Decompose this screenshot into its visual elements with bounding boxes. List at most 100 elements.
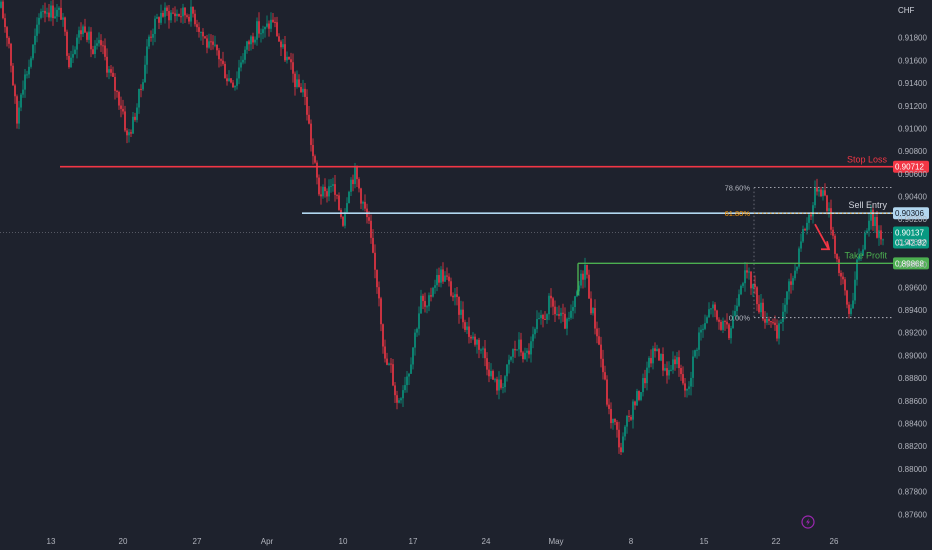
candle-body [882, 239, 884, 241]
y-tick-label: 0.89200 [898, 329, 927, 338]
candle-body [114, 76, 116, 91]
candle-body [352, 179, 354, 185]
candle-body [810, 214, 812, 217]
candle-body [184, 7, 186, 16]
candle-body [48, 12, 50, 18]
candle-body [748, 271, 750, 273]
candle-body [534, 329, 536, 335]
candle-body [20, 94, 22, 108]
candle-body [80, 30, 82, 35]
candle-body [638, 391, 640, 400]
x-tick-label: 26 [830, 537, 839, 546]
candle-body [68, 55, 70, 68]
stop-loss-label: Stop Loss [847, 155, 888, 165]
candle-body [98, 40, 100, 44]
price-axis[interactable]: 0.91800 0.91600 0.91400 0.91200 0.91000 0.908… [898, 34, 927, 520]
candle-body [328, 186, 330, 197]
candle-body [44, 10, 46, 14]
candle-body [816, 187, 818, 192]
candle-body [842, 276, 844, 280]
candle-body [250, 36, 252, 45]
x-tick-label: 13 [47, 537, 56, 546]
candle-body [836, 253, 838, 260]
candle-body [818, 189, 820, 192]
candle-body [228, 78, 230, 82]
candle-body [660, 353, 662, 361]
candle-body [716, 310, 718, 320]
candle-body [752, 284, 754, 289]
candle-body [612, 418, 614, 424]
candle-body [238, 67, 240, 79]
candle-body [804, 228, 806, 231]
candle-body [828, 208, 830, 211]
candle-body [16, 96, 18, 124]
candle-body [490, 371, 492, 377]
candle-body [308, 114, 310, 124]
candle-body [734, 311, 736, 317]
candle-body [128, 132, 130, 136]
candle-body [774, 322, 776, 326]
candle-body [74, 49, 76, 55]
candle-body [434, 285, 436, 288]
candle-body [4, 18, 6, 28]
candle-body [604, 372, 606, 380]
candle-body [856, 259, 858, 280]
candle-body [62, 17, 64, 20]
candle-body [302, 88, 304, 93]
candle-body [786, 291, 788, 305]
candle-body [678, 357, 680, 369]
candle-body [622, 436, 624, 453]
candle-body [226, 78, 228, 82]
candle-body [486, 358, 488, 370]
candle-body [724, 321, 726, 323]
candle-body [476, 339, 478, 345]
candle-body [662, 353, 664, 371]
replay-lightning-icon[interactable] [801, 515, 815, 529]
candle-body [90, 31, 92, 50]
candle-body [40, 11, 42, 18]
candle-body [410, 364, 412, 374]
candle-body [766, 318, 768, 323]
candle-body [602, 358, 604, 373]
candle-body [834, 235, 836, 254]
candle-body [252, 36, 254, 43]
candle-body [552, 298, 554, 307]
candle-body [610, 408, 612, 424]
candle-body [160, 12, 162, 23]
time-axis[interactable]: 13 20 27 Apr 10 17 24 May 8 15 22 26 [47, 537, 839, 546]
y-tick-label: 0.88800 [898, 374, 927, 383]
candle-body [674, 359, 676, 365]
candle-body [712, 304, 714, 309]
candle-body [120, 105, 122, 109]
candle-body [254, 39, 256, 43]
candle-body [466, 326, 468, 330]
candle-body [400, 398, 402, 401]
candle-body [286, 56, 288, 61]
candle-body [526, 350, 528, 353]
candle-body [784, 304, 786, 312]
candle-body [708, 309, 710, 318]
candle-body [700, 329, 702, 333]
candle-body [296, 79, 298, 87]
candle-body [412, 347, 414, 365]
y-tick-label: 0.87600 [898, 510, 927, 519]
candle-body [382, 324, 384, 347]
candle-body [278, 36, 280, 42]
candle-body [582, 273, 584, 280]
candle-body [546, 314, 548, 320]
x-tick-label: 17 [409, 537, 418, 546]
candle-body [76, 37, 78, 50]
candle-body [542, 314, 544, 320]
candle-body [376, 269, 378, 288]
candle-body [880, 230, 882, 240]
candle-body [222, 60, 224, 64]
candle-body [452, 295, 454, 298]
candle-body [614, 418, 616, 423]
candle-body [544, 319, 546, 321]
candle-body [368, 217, 370, 221]
candle-body [304, 88, 306, 97]
candle-body [420, 295, 422, 314]
candle-body [538, 318, 540, 320]
candle-body [478, 339, 480, 350]
